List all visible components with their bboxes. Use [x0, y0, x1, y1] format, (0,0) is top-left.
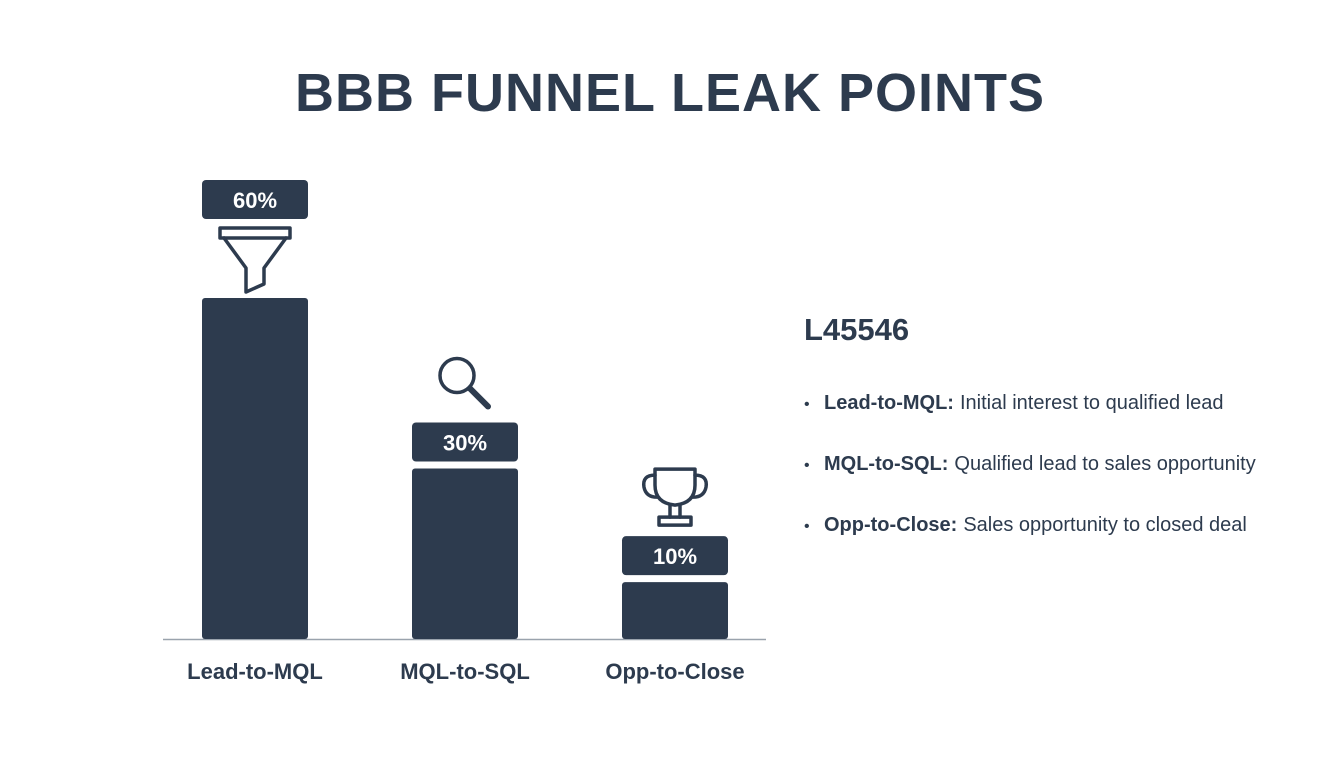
badge-mql-to-sql	[412, 422, 518, 462]
funnel-body	[222, 236, 288, 294]
legend-list: • Lead-to-MQL: Initial interest to quali…	[804, 392, 1334, 537]
bar-chart: 60% Lead-to-MQL 30% MQL-to-SQL 10% Opp-to-Clo…	[163, 180, 766, 684]
chart-title: BBB FUNNEL LEAK POINTS	[294, 63, 1046, 123]
trophy-stem	[668, 503, 682, 519]
funnel-rim	[218, 226, 292, 240]
legend-item-opp-to-close: • Opp-to-Close: Sales opportunity to clo…	[804, 514, 1334, 537]
legend-desc: Qualified lead to sales opportunity	[954, 453, 1256, 475]
data-label-mql-to-sql: 30%	[443, 431, 487, 456]
tick-label-lead-to-mql: Lead-to-MQL	[187, 659, 323, 684]
legend-desc: Initial interest to qualified lead	[959, 392, 1224, 414]
bar-lead-to-mql	[202, 298, 308, 639]
bullet-icon: •	[804, 396, 810, 413]
bullet-icon: •	[804, 518, 810, 535]
badge-lead-to-mql	[202, 180, 308, 219]
legend-title: L45546	[804, 312, 910, 347]
magnifier-icon	[438, 356, 491, 410]
legend-term: Opp-to-Close:	[824, 514, 958, 536]
bullet-icon: •	[804, 457, 810, 474]
magnifier-handle	[467, 385, 491, 410]
data-label-lead-to-mql: 60%	[233, 188, 277, 213]
bar-mql-to-sql	[412, 468, 518, 639]
trophy-handle-right	[691, 473, 709, 499]
magnifier-lens	[438, 356, 476, 395]
legend: L45546 • Lead-to-MQL: Initial interest t…	[804, 312, 1334, 575]
legend-item-mql-to-sql: • MQL-to-SQL: Qualified lead to sales op…	[804, 453, 1334, 476]
legend-term: MQL-to-SQL:	[824, 453, 949, 475]
badge-opp-to-close	[622, 536, 728, 576]
trophy-icon	[641, 467, 709, 527]
legend-item-lead-to-mql: • Lead-to-MQL: Initial interest to quali…	[804, 392, 1334, 415]
bar-opp-to-close	[622, 582, 728, 639]
tick-label-opp-to-close: Opp-to-Close	[605, 659, 744, 684]
data-label-opp-to-close: 10%	[653, 544, 697, 569]
trophy-handle-left	[641, 473, 659, 499]
trophy-cup	[653, 467, 697, 507]
legend-term: Lead-to-MQL:	[824, 392, 954, 414]
tick-label-mql-to-sql: MQL-to-SQL	[400, 659, 530, 684]
funnel-icon	[218, 226, 292, 294]
legend-desc: Sales opportunity to closed deal	[963, 514, 1247, 536]
trophy-base	[657, 515, 693, 527]
